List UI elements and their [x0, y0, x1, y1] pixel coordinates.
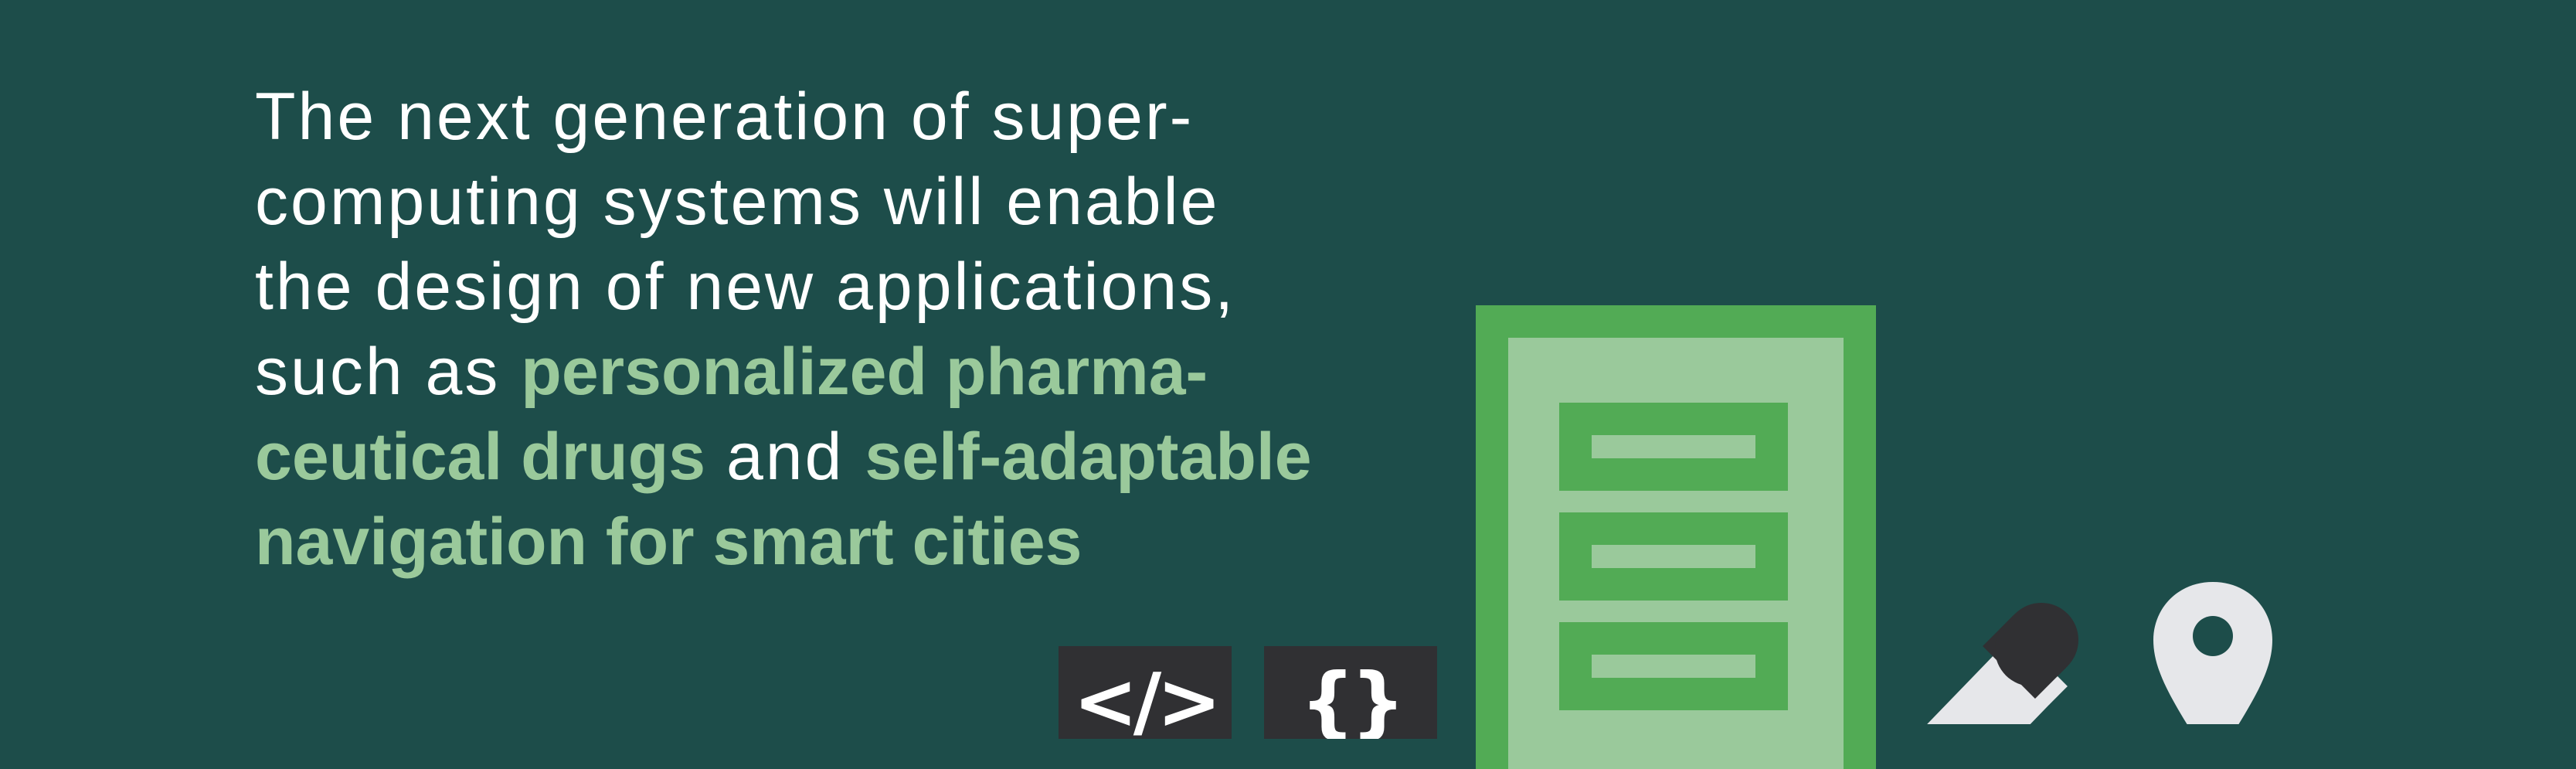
document-row-bar: [1592, 655, 1755, 678]
headline-line-1: The next generation of super-: [255, 80, 1195, 154]
document-row-bar: [1592, 435, 1755, 458]
capsule-dark-half: [1995, 603, 2078, 686]
headline-highlight-navigation: navigation for smart cities: [255, 505, 1082, 579]
headline-line-2: computing systems will enable: [255, 165, 1220, 239]
decorative-icons: [1927, 582, 2272, 724]
document-row: [1559, 622, 1788, 710]
headline-highlight-drugs: ceutical drugs: [255, 420, 706, 494]
document-row: [1559, 403, 1788, 491]
map-pin-icon: [2153, 582, 2272, 724]
document-row: [1559, 512, 1788, 601]
headline-line-3: the design of new applications,: [255, 250, 1236, 324]
document-list-icon: [1476, 305, 1876, 769]
headline-highlight-pharma: personalized pharma-: [521, 335, 1208, 409]
headline: The next generation of super-computing s…: [255, 74, 1460, 584]
document-page: [1508, 338, 1844, 769]
capsule-light-half: [1927, 652, 2050, 724]
map-pin-hole: [2193, 616, 2233, 656]
html-code-icon: </>: [1059, 646, 1232, 739]
capsule-icon: [1927, 603, 2078, 724]
headline-line-5-text: and: [705, 420, 865, 494]
document-row-bar: [1592, 545, 1755, 568]
headline-highlight-self-adaptable: self-adaptable: [865, 420, 1312, 494]
headline-line-4-text: such as: [255, 335, 522, 409]
